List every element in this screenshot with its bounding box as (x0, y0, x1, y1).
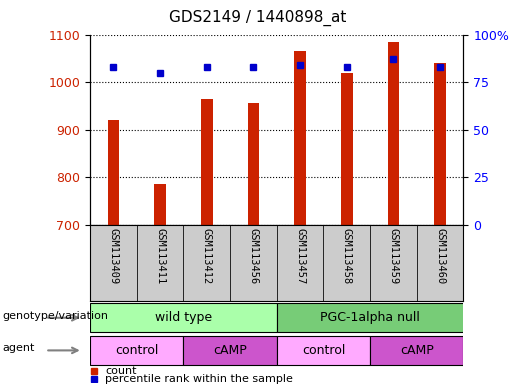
Bar (294, 51, 306, 225)
Bar (323, 225, 370, 301)
Text: GSM113456: GSM113456 (248, 228, 259, 285)
Text: agent: agent (3, 343, 35, 354)
Text: GDS2149 / 1440898_at: GDS2149 / 1440898_at (169, 10, 346, 26)
Text: control: control (302, 344, 345, 357)
Bar (90, 336, 183, 365)
Text: GSM113411: GSM113411 (155, 228, 165, 285)
Bar (108, 120, 119, 225)
Text: PGC-1alpha null: PGC-1alpha null (320, 311, 420, 324)
Bar (417, 225, 464, 301)
Bar (277, 225, 323, 301)
Text: GSM113460: GSM113460 (435, 228, 445, 285)
Bar (277, 336, 370, 365)
Bar (248, 103, 260, 225)
Text: genotype/variation: genotype/variation (3, 311, 109, 321)
Text: GSM113412: GSM113412 (202, 228, 212, 285)
Bar (183, 336, 277, 365)
Text: GSM113458: GSM113458 (342, 228, 352, 285)
Bar (90, 225, 137, 301)
Text: percentile rank within the sample: percentile rank within the sample (105, 374, 293, 384)
Bar (277, 303, 464, 333)
Bar (388, 42, 399, 225)
Text: GSM113459: GSM113459 (388, 228, 399, 285)
Bar (370, 336, 464, 365)
Text: control: control (115, 344, 159, 357)
Bar (341, 73, 353, 225)
Bar (230, 225, 277, 301)
Text: cAMP: cAMP (400, 344, 434, 357)
Bar (137, 225, 183, 301)
Bar (434, 63, 446, 225)
Text: count: count (105, 366, 136, 376)
Bar (90, 303, 277, 333)
Text: GSM113409: GSM113409 (109, 228, 118, 285)
Bar (201, 99, 213, 225)
Text: wild type: wild type (155, 311, 212, 324)
Bar (183, 225, 230, 301)
Bar (370, 225, 417, 301)
Text: GSM113457: GSM113457 (295, 228, 305, 285)
Bar (154, 184, 166, 225)
Text: cAMP: cAMP (213, 344, 247, 357)
